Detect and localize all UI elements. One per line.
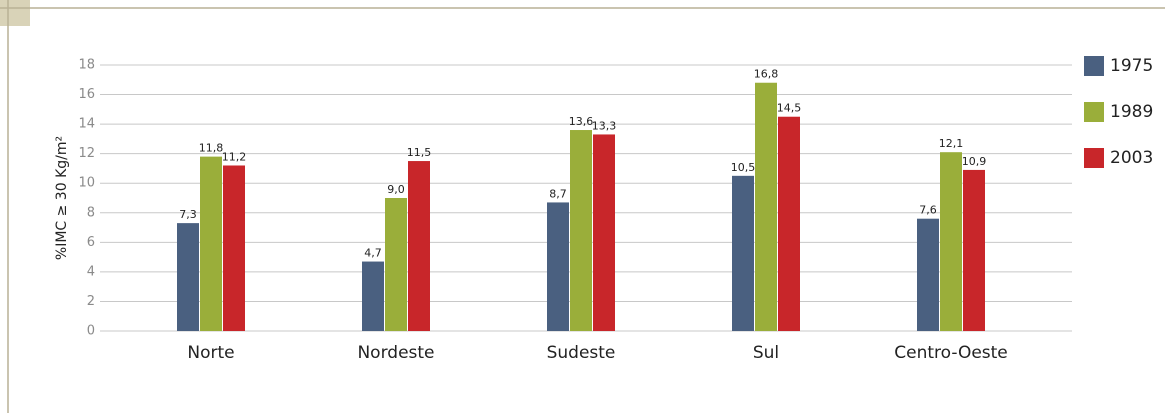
y-tick-label: 10 [78,176,95,191]
value-label: 7,6 [919,204,937,217]
bar [547,202,569,331]
legend-label: 2003 [1110,148,1153,168]
bar [200,156,222,331]
y-tick-label: 8 [87,205,95,220]
bar [940,152,962,331]
value-label: 11,2 [222,150,247,163]
bar [408,161,430,331]
x-tick-label: Sul [753,343,779,363]
bar [223,165,245,331]
y-tick-label: 4 [87,264,95,279]
value-label: 12,1 [939,137,964,150]
x-tick-label: Nordeste [357,343,434,363]
value-label: 10,9 [962,155,987,168]
bar [362,261,384,331]
y-tick-label: 12 [78,146,95,161]
value-label: 13,3 [592,119,617,132]
y-tick-label: 0 [87,324,95,339]
bar [385,198,407,331]
bar [917,218,939,331]
bar [570,130,592,331]
value-label: 11,8 [199,142,224,155]
x-tick-label: Norte [187,343,234,363]
value-label: 4,7 [364,247,382,260]
bar [963,169,985,331]
bar [593,134,615,331]
bar [732,175,754,331]
corner-decoration [0,0,30,26]
legend-swatch [1084,102,1104,122]
value-label: 14,5 [777,102,802,115]
value-label: 16,8 [754,68,779,81]
value-label: 11,5 [407,146,432,159]
y-tick-label: 2 [87,294,95,309]
y-tick-label: 6 [87,235,95,250]
value-label: 10,5 [731,161,756,174]
value-label: 7,3 [179,208,197,221]
x-tick-label: Centro-Oeste [894,343,1008,363]
y-tick-label: 18 [78,58,95,73]
bar [177,223,199,331]
y-axis-label: %IMC ≥ 30 Kg/m² [54,136,70,260]
y-tick-label: 16 [78,87,95,102]
legend-swatch [1084,56,1104,76]
value-label: 9,0 [387,183,405,196]
y-tick-label: 14 [78,117,95,132]
legend-label: 1975 [1110,56,1153,76]
bar [778,116,800,331]
legend-swatch [1084,148,1104,168]
x-tick-label: Sudeste [547,343,616,363]
value-label: 8,7 [549,187,567,200]
bar [755,82,777,331]
value-label: 13,6 [569,115,594,128]
legend-label: 1989 [1110,102,1153,122]
